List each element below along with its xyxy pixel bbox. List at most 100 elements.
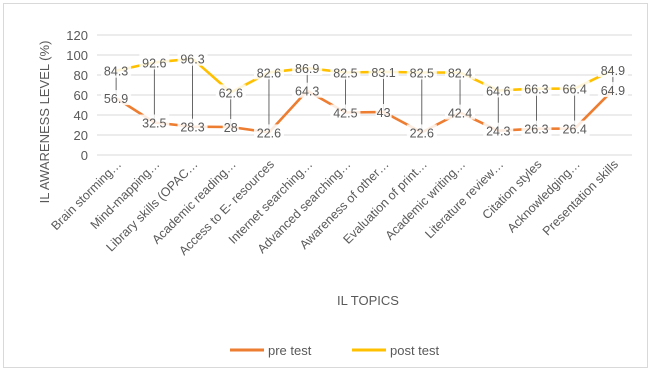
data-label-post-test: 83.1 — [371, 66, 395, 80]
data-label-bg — [139, 114, 170, 130]
data-label-group: 42.5 — [330, 104, 361, 121]
data-label-post-test: 84.3 — [104, 65, 128, 79]
data-label-group: 28.3 — [177, 118, 208, 135]
data-label-bg — [292, 82, 323, 98]
y-tick-label: 80 — [74, 68, 88, 83]
y-tick-label: 40 — [74, 108, 88, 123]
data-label-pre-test: 43 — [377, 106, 391, 120]
y-axis-title: IL AWARENESS LEVEL (%) — [37, 41, 52, 204]
data-label-group: 82.6 — [253, 64, 284, 80]
y-tick-label: 60 — [74, 88, 88, 103]
data-label-group: 66.4 — [559, 80, 590, 97]
data-label-post-test: 82.6 — [257, 66, 281, 80]
data-label-bg — [177, 50, 208, 66]
data-label-post-test: 92.6 — [142, 56, 166, 70]
data-label-pre-test: 64.9 — [601, 84, 625, 98]
data-label-pre-test: 56.9 — [104, 92, 128, 106]
legend-label-post-test: post test — [390, 343, 440, 358]
legend: pre test post test — [230, 343, 440, 358]
data-label-bg — [330, 64, 361, 80]
data-label-group: 64.3 — [292, 82, 323, 99]
data-label-group: 22.6 — [406, 124, 437, 140]
data-label-bg — [222, 119, 239, 134]
data-label-bg — [483, 122, 514, 138]
data-label-bg — [368, 63, 399, 79]
data-label-bg — [521, 80, 552, 96]
data-label-bg — [101, 90, 132, 106]
legend-label-pre-test: pre test — [268, 343, 312, 358]
data-label-pre-test: 22.6 — [257, 126, 281, 140]
data-label-group: 66.3 — [521, 80, 552, 97]
y-tick-label: 0 — [81, 148, 88, 163]
data-label-bg — [375, 104, 392, 119]
data-label-pre-test: 28.3 — [180, 121, 204, 135]
data-label-pre-test: 26.4 — [563, 123, 587, 137]
data-label-bg — [445, 104, 476, 120]
data-label-bg — [177, 118, 208, 134]
data-label-bg — [559, 80, 590, 96]
data-label-bg — [292, 60, 323, 76]
data-label-bg — [139, 54, 170, 70]
data-label-group: 64.6 — [483, 82, 514, 98]
data-label-bg — [215, 84, 246, 100]
data-label-bg — [253, 124, 284, 140]
data-label-group: 96.3 — [177, 50, 208, 67]
data-label-group: 24.3 — [483, 122, 514, 139]
data-label-bg — [597, 62, 628, 78]
data-label-group: 82.5 — [330, 64, 361, 81]
grid-lines — [97, 34, 632, 156]
data-label-post-test: 82.5 — [410, 67, 434, 81]
x-axis-title: IL TOPICS — [337, 293, 399, 308]
data-label-pre-test: 26.3 — [524, 123, 548, 137]
data-label-bg — [406, 64, 437, 80]
data-label-group: 82.5 — [406, 64, 437, 81]
data-label-post-test: 62.6 — [219, 86, 243, 100]
data-label-bg — [406, 124, 437, 140]
data-label-group: 92.6 — [139, 54, 170, 70]
x-axis-ticks: Brain storming…Mind-mapping…Library skil… — [49, 157, 622, 258]
data-label-pre-test: 32.5 — [142, 117, 166, 131]
y-axis-ticks: 0 20 40 60 80 100 120 — [66, 28, 88, 163]
data-label-post-test: 84.9 — [601, 64, 625, 78]
data-label-group: 42.4 — [445, 104, 476, 121]
data-label-bg — [101, 62, 132, 78]
y-tick-label: 100 — [66, 48, 88, 63]
data-label-group: 84.3 — [101, 62, 132, 79]
data-label-post-test: 86.9 — [295, 62, 319, 76]
data-label-pre-test: 64.3 — [295, 85, 319, 99]
data-label-pre-test: 24.3 — [486, 125, 510, 139]
data-label-group: 56.9 — [101, 90, 132, 106]
y-tick-label: 120 — [66, 28, 88, 43]
data-label-post-test: 96.3 — [180, 53, 204, 67]
y-tick-label: 20 — [74, 128, 88, 143]
data-label-group: 83.1 — [368, 63, 399, 80]
data-label-pre-test: 42.5 — [333, 107, 357, 121]
data-label-group: 22.6 — [253, 124, 284, 140]
data-label-group: 82.4 — [445, 64, 476, 81]
data-label-group: 86.9 — [292, 60, 323, 76]
data-label-group: 26.4 — [559, 120, 590, 137]
data-label-group: 28 — [222, 119, 239, 135]
data-label-bg — [445, 64, 476, 80]
data-label-group: 26.3 — [521, 120, 552, 137]
data-label-post-test: 66.4 — [563, 83, 587, 97]
data-label-post-test: 82.4 — [448, 67, 472, 81]
data-label-group: 32.5 — [139, 114, 170, 131]
x-tick-label: Mind-mapping… — [88, 157, 163, 232]
data-label-group: 64.9 — [597, 82, 628, 98]
data-labels: 56.9 32.5 28.3 28 22.6 64.3 42.5 43 22.6 42.4 24.3… — [101, 50, 628, 140]
data-label-pre-test: 28 — [224, 121, 238, 135]
data-label-bg — [330, 104, 361, 120]
data-label-bg — [483, 82, 514, 98]
data-label-group: 84.9 — [597, 62, 628, 78]
data-label-group: 43 — [375, 104, 392, 120]
data-label-post-test: 64.6 — [486, 84, 510, 98]
data-label-post-test: 66.3 — [524, 83, 548, 97]
data-label-bg — [521, 120, 552, 136]
data-label-pre-test: 42.4 — [448, 107, 472, 121]
data-label-bg — [597, 82, 628, 98]
data-label-group: 62.6 — [215, 84, 246, 100]
data-label-pre-test: 22.6 — [410, 126, 434, 140]
x-tick-label: Brain storming… — [49, 157, 125, 233]
